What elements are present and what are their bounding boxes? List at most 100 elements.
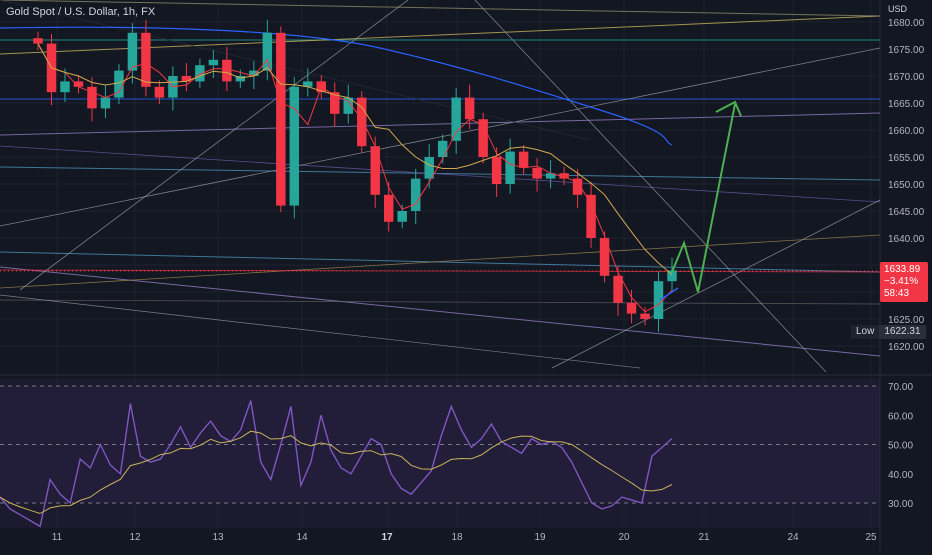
time-tick-label: 11 — [52, 532, 63, 543]
candle-body — [613, 275, 623, 303]
candle-body — [154, 86, 165, 98]
currency-label: USD — [888, 4, 908, 14]
ma-slow-line — [37, 43, 673, 275]
candle-body — [127, 32, 138, 71]
rsi-tick-label: 50.00 — [888, 441, 913, 452]
trend-line[interactable] — [0, 294, 641, 369]
trend-line[interactable] — [0, 145, 881, 203]
trend-line[interactable] — [0, 166, 881, 181]
candle-body — [330, 92, 340, 114]
ma-fast-line — [37, 43, 673, 313]
candle-body — [532, 167, 542, 179]
time-tick-label: 21 — [698, 532, 710, 543]
candle-body — [343, 97, 353, 114]
price-tick-label: 1625.00 — [888, 315, 925, 326]
trend-line[interactable] — [0, 266, 881, 357]
candle-body — [289, 86, 300, 206]
time-tick-label: 14 — [296, 532, 308, 543]
candle-body — [208, 59, 219, 66]
candle-body — [545, 173, 556, 179]
trend-line[interactable] — [0, 251, 881, 273]
price-tick-label: 1640.00 — [888, 234, 925, 245]
candle-body — [559, 173, 569, 179]
time-tick-label: 18 — [451, 532, 463, 543]
rsi-tick-label: 40.00 — [888, 470, 913, 481]
candle-body — [370, 146, 380, 195]
trend-line[interactable] — [551, 199, 881, 369]
candle-body — [478, 119, 488, 157]
projection-path[interactable] — [671, 103, 736, 293]
time-tick-label: 13 — [212, 532, 224, 543]
candle-body — [437, 140, 448, 157]
candle-body — [397, 211, 407, 222]
candle-body — [667, 270, 677, 282]
candle-body — [464, 97, 475, 120]
time-tick-label: 20 — [618, 532, 630, 543]
rsi-ma-line — [0, 430, 673, 515]
price-tick-label: 1620.00 — [888, 342, 925, 353]
candle-body — [357, 97, 367, 147]
candle-body — [141, 32, 151, 87]
price-tick-label: 1655.00 — [888, 153, 925, 164]
candle-body — [114, 70, 124, 98]
price-change: −3.41% — [884, 276, 919, 287]
low-marker: Low 1622.31 — [851, 325, 926, 339]
candle-body — [222, 59, 232, 82]
low-value: 1622.31 — [879, 325, 926, 339]
time-tick-label: 25 — [865, 532, 877, 543]
trend-line[interactable] — [0, 299, 881, 305]
candle-body — [87, 86, 97, 109]
symbol-legend[interactable]: Gold Spot / U.S. Dollar, 1h, FX — [6, 6, 155, 18]
price-tick-label: 1660.00 — [888, 126, 925, 137]
candle-body — [100, 97, 111, 109]
candle-body — [599, 238, 610, 276]
candle-body — [33, 38, 43, 44]
ma-long-line — [0, 26, 673, 146]
rsi-line — [0, 400, 673, 528]
trend-line[interactable] — [0, 0, 591, 141]
trend-line[interactable] — [474, 0, 827, 373]
candle-body — [626, 302, 637, 314]
candle-body — [410, 178, 421, 211]
price-tick-label: 1680.00 — [888, 18, 925, 29]
rsi-tick-label: 30.00 — [888, 499, 913, 510]
candle-body — [505, 151, 515, 184]
time-tick-label: 19 — [534, 532, 546, 543]
candle-body — [249, 70, 259, 76]
bar-countdown: 58:43 — [884, 288, 910, 299]
candle-body — [640, 313, 650, 319]
price-tick-label: 1675.00 — [888, 45, 925, 56]
price-tick-label: 1670.00 — [888, 72, 925, 83]
candle-body — [303, 81, 313, 87]
candle-body — [518, 151, 529, 168]
current-price: 1633.89 — [884, 264, 921, 275]
time-tick-label: 24 — [787, 532, 799, 543]
candle-body — [424, 157, 434, 179]
candle-body — [195, 65, 205, 82]
candle-body — [235, 76, 246, 82]
rsi-tick-label: 60.00 — [888, 411, 913, 422]
rsi-tick-label: 70.00 — [888, 382, 913, 393]
price-tick-label: 1645.00 — [888, 207, 925, 218]
candle-body — [451, 97, 461, 141]
trend-line[interactable] — [0, 0, 881, 17]
time-tick-label: 12 — [129, 532, 141, 543]
projection-arrowhead-icon — [715, 100, 742, 117]
candle-body — [262, 32, 273, 71]
trend-line[interactable] — [19, 0, 409, 291]
mini-trend-line — [659, 287, 679, 301]
candle-body — [60, 81, 70, 93]
price-tick-label: 1665.00 — [888, 99, 925, 110]
candle-body — [653, 281, 664, 319]
candle-body — [384, 194, 394, 222]
current-price-tag: 1633.89 −3.41% 58:43 — [880, 262, 928, 302]
candle-body — [276, 32, 286, 206]
candle-body — [73, 81, 84, 87]
trend-line[interactable] — [0, 234, 881, 289]
low-label: Low — [851, 325, 880, 339]
candle-body — [491, 157, 502, 184]
price-tick-label: 1650.00 — [888, 180, 925, 191]
trend-line[interactable] — [0, 47, 881, 227]
